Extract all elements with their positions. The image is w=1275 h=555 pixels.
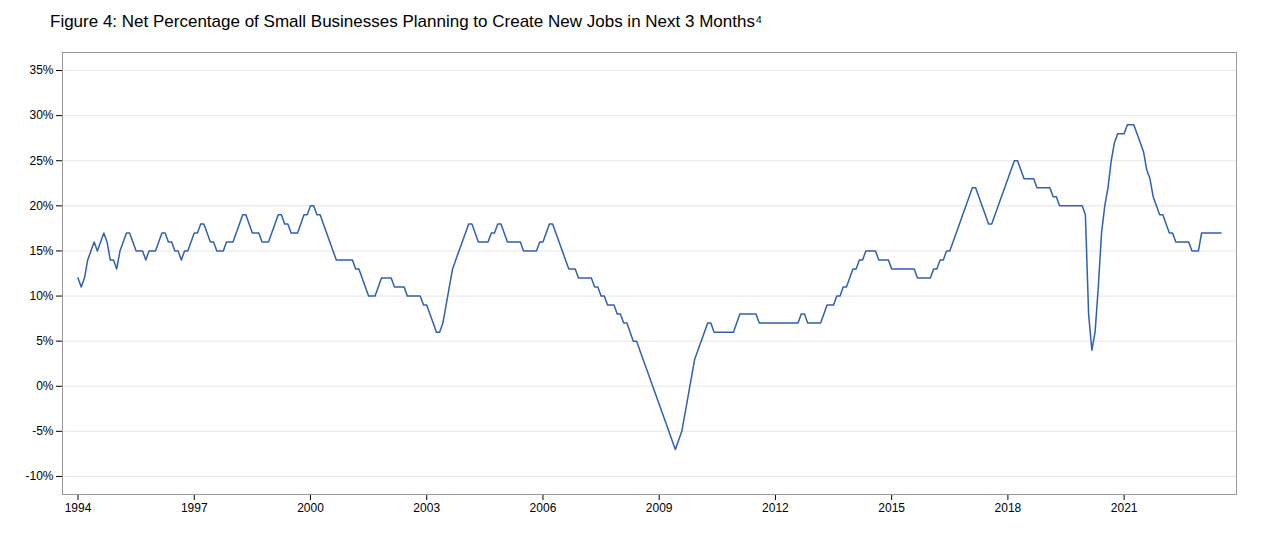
svg-text:5%: 5% [36,334,54,348]
svg-text:25%: 25% [29,154,53,168]
svg-text:-5%: -5% [32,424,54,438]
svg-text:2006: 2006 [530,501,557,515]
svg-text:2021: 2021 [1111,501,1138,515]
svg-text:-10%: -10% [25,469,53,483]
html-text:Figure 4: Net Percentage of Sm: Figure 4: Net Percentage of Small Busine… [50,12,763,31]
svg-text:2003: 2003 [413,501,440,515]
svg-text:30%: 30% [29,108,53,122]
svg-text:1997: 1997 [181,501,208,515]
svg-text:2000: 2000 [297,501,324,515]
svg-text:15%: 15% [29,244,53,258]
svg-text:2015: 2015 [878,501,905,515]
svg-text:2012: 2012 [762,501,789,515]
svg-text:35%: 35% [29,63,53,77]
svg-text:2018: 2018 [995,501,1022,515]
svg-text:20%: 20% [29,199,53,213]
svg-text:10%: 10% [29,289,53,303]
svg-text:2009: 2009 [646,501,673,515]
svg-text:1994: 1994 [65,501,92,515]
svg-text:0%: 0% [36,379,54,393]
